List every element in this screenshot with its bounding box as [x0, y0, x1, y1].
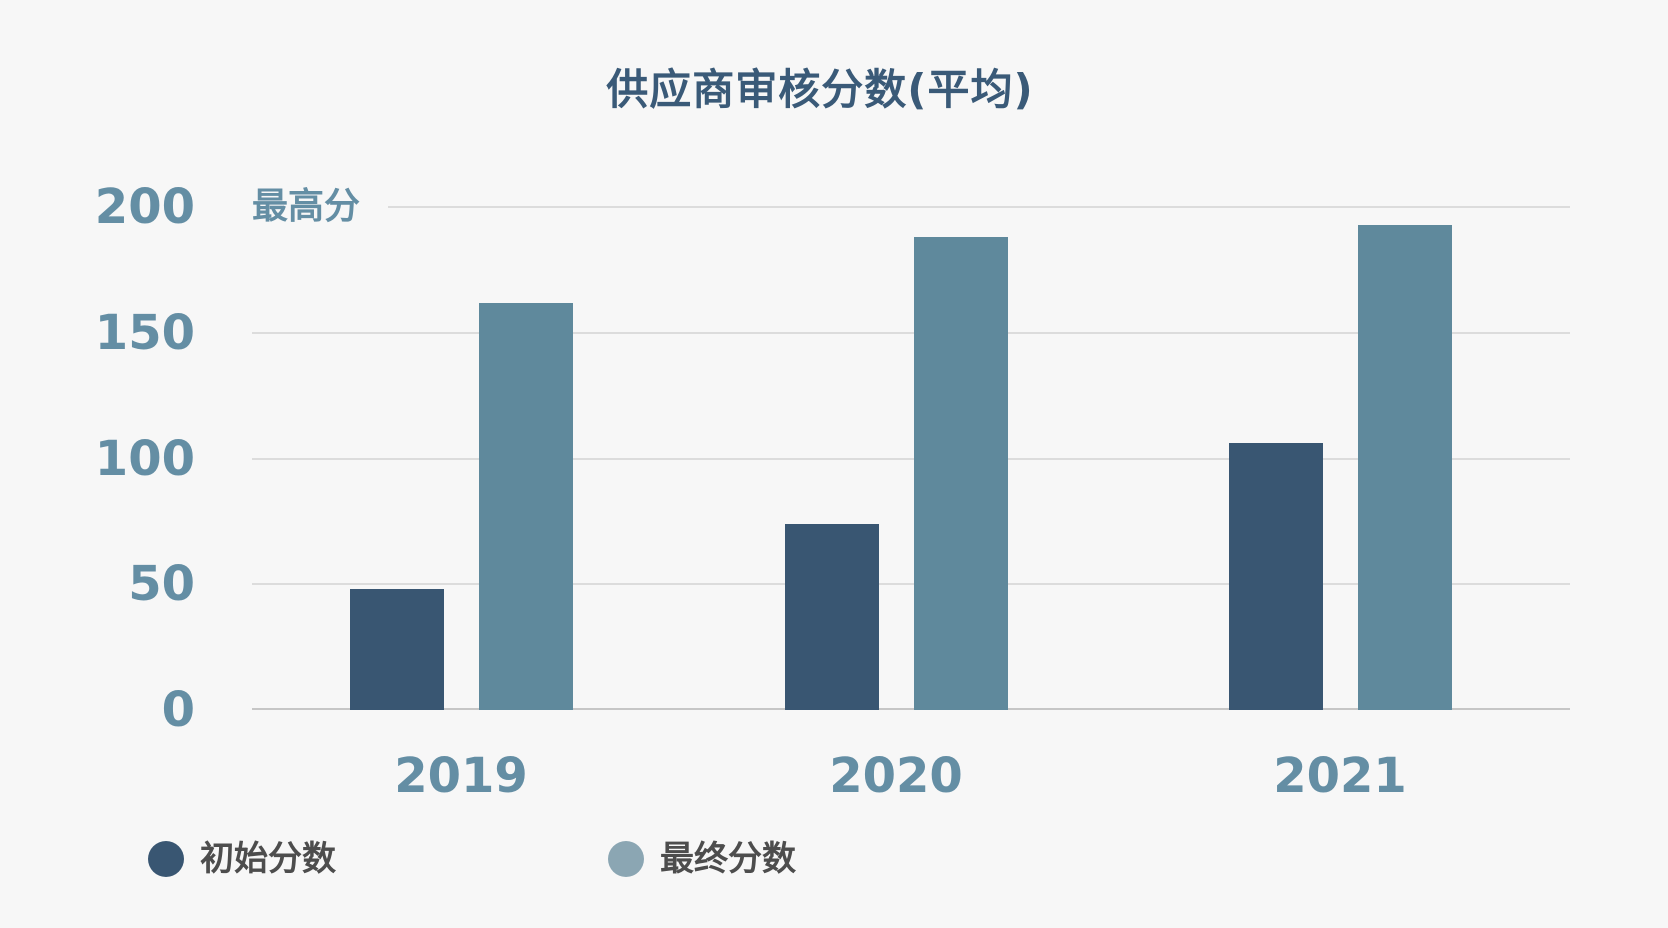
y-tick-label-150: 150	[94, 304, 195, 361]
x-tick-label-2019: 2019	[394, 748, 528, 804]
y-tick-label-100: 100	[94, 430, 195, 487]
gridline-50	[252, 583, 1570, 586]
gridline-100	[252, 457, 1570, 460]
y-tick-label-50: 50	[128, 556, 195, 613]
legend-label-final: 最终分数	[660, 839, 796, 879]
bar-initial-2021	[1229, 443, 1323, 710]
x-tick-label-2020: 2020	[829, 748, 963, 804]
x-tick-label-2021: 2021	[1273, 748, 1407, 804]
legend-dot-initial-icon	[148, 841, 184, 877]
legend-item-initial: 初始分数	[148, 841, 336, 877]
chart-title: 供应商审核分数(平均)	[606, 65, 1034, 114]
gridline-200	[252, 206, 1570, 208]
bar-final-2019	[479, 303, 573, 710]
x-axis-baseline	[252, 708, 1570, 710]
legend-label-initial: 初始分数	[200, 839, 336, 879]
y-tick-label-200: 200	[94, 179, 195, 235]
y-tick-label-0: 0	[161, 682, 195, 738]
bar-initial-2019	[350, 589, 444, 710]
legend-item-final: 最终分数	[608, 841, 796, 877]
bar-final-2021	[1358, 225, 1452, 710]
bar-initial-2020	[785, 524, 879, 710]
gridline-150	[252, 331, 1570, 334]
bar-final-2020	[914, 237, 1008, 710]
legend-dot-final-icon	[608, 841, 644, 877]
y-axis-max-note: 最高分	[252, 184, 389, 230]
